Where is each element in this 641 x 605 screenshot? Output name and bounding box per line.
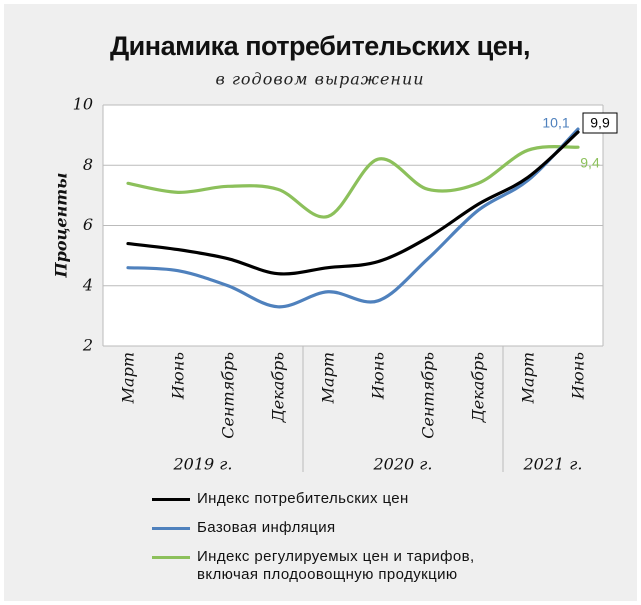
series-line: [126, 127, 580, 309]
x-tick-label: Декабрь: [269, 352, 288, 423]
x-tick-label: Сентябрь: [419, 352, 438, 439]
group-label: 2021 г.: [523, 455, 583, 474]
legend-swatch: [152, 556, 190, 559]
y-tick-label: 6: [83, 215, 93, 234]
y-tick-label: 2: [82, 336, 93, 355]
annotation-box: [582, 112, 618, 134]
x-tick-label: Сентябрь: [219, 352, 238, 439]
legend-label: Индекс регулируемых цен и тарифов, включ…: [197, 548, 475, 583]
legend-item: Базовая инфляция: [152, 519, 522, 537]
legend-swatch: [152, 498, 190, 501]
chart-title: Динамика потребительских цен,: [110, 31, 530, 61]
legend-label: Индекс потребительских цен: [197, 490, 409, 507]
legend-item: Индекс потребительских цен: [152, 490, 522, 508]
annotation: 9,9: [590, 115, 610, 131]
x-tick-label: Март: [519, 352, 538, 404]
y-tick-label: 4: [82, 275, 93, 294]
series-line: [126, 145, 580, 219]
legend: Индекс потребительских цен Базовая инфляц…: [152, 490, 522, 595]
x-tick-label: Июнь: [369, 352, 388, 400]
group-label: 2020 г.: [373, 455, 433, 474]
annotation: 9,4: [580, 155, 600, 171]
group-label: 2019 г.: [173, 455, 233, 474]
y-axis-label: Проценты: [52, 173, 71, 279]
x-tick-label: Март: [119, 352, 138, 404]
x-tick-label: Декабрь: [469, 352, 488, 423]
series-line: [126, 130, 580, 276]
x-tick-label: Июнь: [569, 352, 588, 400]
x-tick-label: Июнь: [169, 352, 188, 400]
chart-subtitle: в годовом выражении: [215, 70, 424, 89]
y-tick-label: 8: [83, 155, 93, 174]
legend-item: Индекс регулируемых цен и тарифов, включ…: [152, 548, 522, 584]
y-tick-label: 10: [73, 95, 93, 114]
legend-label: Базовая инфляция: [197, 519, 336, 536]
legend-swatch: [152, 527, 190, 530]
annotation: 10,1: [542, 115, 569, 131]
x-tick-label: Март: [319, 352, 338, 404]
